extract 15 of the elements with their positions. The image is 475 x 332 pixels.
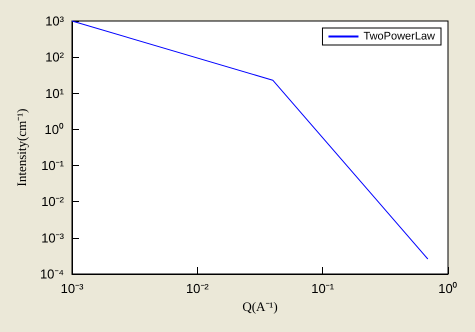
x-tick-label: 10⁻²	[186, 281, 210, 296]
y-tick-label: 10⁻¹	[41, 158, 65, 174]
x-tick-label: 10⁰	[438, 281, 458, 296]
y-tick-label: 10³	[45, 14, 65, 28]
y-tick-label: 10⁰	[44, 122, 64, 137]
y-tick-label: 10⁻⁴	[40, 266, 64, 282]
y-tick-label: 10¹	[45, 86, 65, 101]
y-tick-label: 10⁻²	[41, 194, 65, 210]
y-axis-title: Intensity(cm⁻¹)	[14, 108, 29, 186]
x-axis-title: Q(A⁻¹)	[242, 299, 278, 314]
x-tick-label: 10⁻³	[60, 281, 84, 296]
x-tick-label: 10⁻¹	[311, 281, 335, 296]
legend-label: TwoPowerLaw	[363, 30, 436, 42]
y-tick-label: 10²	[45, 50, 65, 65]
y-tick-label: 10⁻³	[41, 230, 65, 246]
